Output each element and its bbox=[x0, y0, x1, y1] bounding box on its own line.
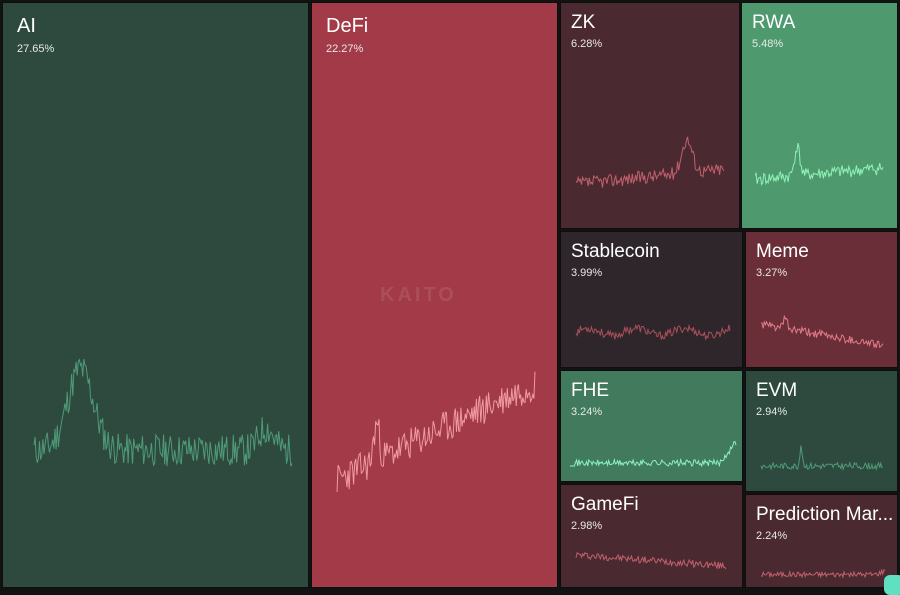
tile-name: Stablecoin bbox=[571, 241, 660, 262]
sparkline-path bbox=[575, 136, 725, 188]
tile-share: 22.27% bbox=[326, 43, 364, 55]
tile-name: Prediction Mar... bbox=[756, 504, 894, 525]
sparkline-path bbox=[760, 445, 884, 472]
tile-share: 2.24% bbox=[756, 530, 788, 542]
tile-stablecoin[interactable]: Stablecoin 3.99% bbox=[560, 231, 743, 368]
tile-fhe[interactable]: FHE 3.24% bbox=[560, 370, 743, 482]
sparkline bbox=[754, 142, 884, 186]
tile-name: RWA bbox=[752, 12, 796, 33]
tile-name: ZK bbox=[571, 12, 596, 33]
sparkline-path bbox=[760, 315, 884, 349]
tile-share: 2.98% bbox=[571, 520, 603, 532]
tile-name: FHE bbox=[571, 380, 609, 401]
tile-name: EVM bbox=[756, 380, 798, 401]
tile-share: 3.24% bbox=[571, 406, 603, 418]
tile-evm[interactable]: EVM 2.94% bbox=[745, 370, 898, 492]
sparkline bbox=[569, 440, 737, 467]
sparkline bbox=[760, 445, 884, 472]
sparkline-path bbox=[575, 323, 731, 341]
tile-share: 6.28% bbox=[571, 38, 603, 50]
tile-name: Meme bbox=[756, 241, 809, 262]
tile-ai[interactable]: AI 27.65% bbox=[2, 2, 309, 588]
tile-share: 3.99% bbox=[571, 267, 603, 279]
sparkline-path bbox=[760, 568, 886, 579]
sparkline bbox=[575, 551, 727, 570]
tile-name: DeFi bbox=[326, 15, 369, 37]
sparkline bbox=[336, 371, 536, 492]
tile-share: 3.27% bbox=[756, 267, 788, 279]
sparkline bbox=[760, 315, 884, 349]
corner-widget-button[interactable] bbox=[884, 575, 900, 595]
tile-defi[interactable]: DeFi 22.27% bbox=[311, 2, 558, 588]
tile-share: 5.48% bbox=[752, 38, 784, 50]
tile-prediction[interactable]: Prediction Mar... 2.24% bbox=[745, 494, 898, 588]
sparkline bbox=[33, 358, 293, 467]
sparkline-path bbox=[569, 440, 737, 467]
sparkline-path bbox=[575, 551, 727, 570]
tile-name: GameFi bbox=[571, 494, 639, 515]
tile-zk[interactable]: ZK 6.28% bbox=[560, 2, 740, 229]
sparkline bbox=[575, 136, 725, 188]
tile-meme[interactable]: Meme 3.27% bbox=[745, 231, 898, 368]
tile-rwa[interactable]: RWA 5.48% bbox=[741, 2, 898, 229]
watermark: KAITO bbox=[380, 284, 457, 306]
tile-share: 27.65% bbox=[17, 43, 55, 55]
sparkline-path bbox=[754, 142, 884, 186]
tile-gamefi[interactable]: GameFi 2.98% bbox=[560, 484, 743, 588]
sparkline-path bbox=[33, 358, 293, 467]
sparkline bbox=[760, 568, 886, 579]
tile-name: AI bbox=[17, 15, 36, 37]
tile-share: 2.94% bbox=[756, 406, 788, 418]
sparkline-path bbox=[336, 371, 536, 492]
sparkline bbox=[575, 323, 731, 341]
